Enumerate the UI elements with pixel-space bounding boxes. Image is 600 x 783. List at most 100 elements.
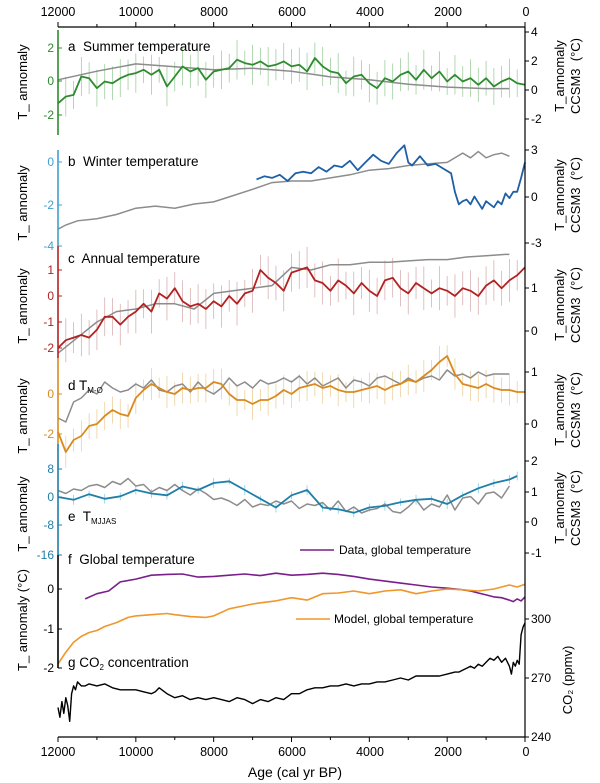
panel-e-right-tick-label: 1 bbox=[531, 485, 538, 499]
panel-e-left-tick-label: 0 bbox=[47, 490, 54, 504]
panel-d-title: d TM-O bbox=[68, 378, 103, 395]
panel-f-data-line bbox=[84, 572, 526, 603]
panel-g-title: g CO2 concentration bbox=[68, 655, 189, 672]
panel-f-left-tick-label: -2 bbox=[43, 661, 54, 675]
panel-c-model-line bbox=[57, 253, 510, 354]
panel-c-right-tick-label: 1 bbox=[531, 281, 538, 295]
panel-a-summer-line bbox=[57, 57, 526, 104]
panel-a-left-axis-title: T_ annomaly bbox=[15, 44, 30, 120]
panel-c-left-tick-label: 1 bbox=[47, 263, 54, 277]
panel-f-left-tick-label: 0 bbox=[47, 582, 54, 596]
panel-e-left-tick-label: -8 bbox=[43, 518, 54, 532]
panel-d-title-sub: M-O bbox=[87, 386, 103, 395]
panel-g-right-tick-label: 270 bbox=[531, 671, 551, 685]
panel-b-left-tick-label: 0 bbox=[47, 155, 54, 169]
bottom-x-tick-label: 2000 bbox=[434, 745, 462, 759]
panel-a-right-axis-title-1: T_annomaly bbox=[552, 40, 567, 112]
panel-c-left-tick-label: 0 bbox=[47, 289, 54, 303]
panel-d-right-axis-title-2: CCSM3 (°C) bbox=[568, 372, 583, 448]
panel-c-right-axis-title-2: CCSM3 (°C) bbox=[568, 267, 583, 343]
series-lines-layer bbox=[57, 57, 526, 722]
panel-titles: a Summer temperature b Winter temperatur… bbox=[68, 39, 211, 672]
panel-b-model-line bbox=[57, 150, 510, 230]
axes-layer: 2 0 -2 4 2 0 -2 0 -2 -4 3 0 -3 1 0 -1 -2 1 0 0 -2 1 0 8 0 -8 -16 2 1… bbox=[37, 22, 551, 744]
panel-a-right-tick-label: -2 bbox=[531, 112, 542, 126]
panel-c-left-tick-label: -2 bbox=[43, 341, 54, 355]
top-x-tick-label: 10000 bbox=[119, 5, 154, 19]
panel-e-title: e TMJJAS bbox=[68, 509, 116, 526]
panel-e-right-axis-title-1: T_annomaly bbox=[552, 472, 567, 544]
panel-g-co2-line bbox=[57, 622, 526, 722]
error-bars-layer bbox=[57, 39, 526, 518]
legend-label-data: Data, global temperature bbox=[339, 543, 471, 557]
panel-e-left-axis-title: T_ annomaly bbox=[15, 476, 30, 552]
panel-b-title: b Winter temperature bbox=[68, 154, 199, 169]
panel-e-right-tick-label: -1 bbox=[531, 546, 542, 560]
panel-b-right-tick-label: -3 bbox=[531, 236, 542, 250]
bottom-x-tick-label: 0 bbox=[523, 745, 530, 759]
bottom-x-tick-label: 8000 bbox=[200, 745, 228, 759]
panel-a-left-tick-label: 2 bbox=[47, 41, 54, 55]
panel-c-left-tick-label: -1 bbox=[43, 315, 54, 329]
left-axis-titles: T_ annomaly T_ annomaly T_ annomaly T_ a… bbox=[15, 44, 30, 671]
top-x-tick-label: 6000 bbox=[278, 5, 306, 19]
panel-b-left-tick-label: -2 bbox=[43, 198, 54, 212]
bottom-x-tick-label: 10000 bbox=[119, 745, 154, 759]
top-x-tick-label: 8000 bbox=[200, 5, 228, 19]
legend-label-model: Model, global temperature bbox=[334, 612, 474, 626]
panel-d-title-main: d T bbox=[68, 378, 87, 393]
panel-a-right-tick-label: 2 bbox=[531, 54, 538, 68]
panel-b-left-tick-label: -4 bbox=[43, 239, 54, 253]
panel-f-left-axis-title: T_ annomaly (°C) bbox=[15, 569, 30, 671]
panel-g-title-main: g CO bbox=[68, 655, 100, 670]
bottom-x-tick-label: 6000 bbox=[278, 745, 306, 759]
panel-c-title: c Annual temperature bbox=[68, 251, 200, 266]
panel-f-title: f Global temperature bbox=[68, 552, 195, 567]
panel-d-left-tick-label: 0 bbox=[47, 387, 54, 401]
panel-d-right-tick-label: 0 bbox=[531, 417, 538, 431]
panel-a-title: a Summer temperature bbox=[68, 39, 211, 54]
panel-f-model-line bbox=[57, 583, 526, 665]
panel-b-right-tick-label: 3 bbox=[531, 143, 538, 157]
panel-b-winter-line bbox=[256, 144, 526, 210]
panel-b-right-axis-title-1: T_annomaly bbox=[552, 159, 567, 231]
panel-b-left-axis-title: T_ annomaly bbox=[15, 165, 30, 241]
right-axis-titles: T_annomaly CCSM3 (°C) T_annomaly CCSM3 (… bbox=[552, 38, 583, 714]
panel-e-right-tick-label: 0 bbox=[531, 515, 538, 529]
panel-d-model-line bbox=[57, 369, 510, 423]
panel-a-right-tick-label: 4 bbox=[531, 25, 538, 39]
top-x-tick-label: 12000 bbox=[41, 5, 76, 19]
panel-c-annual-line bbox=[57, 266, 526, 349]
bottom-x-tick-label: 12000 bbox=[41, 745, 76, 759]
top-x-tick-label: 0 bbox=[523, 5, 530, 19]
panel-a-right-axis-title-2: CCSM3 (°C) bbox=[568, 38, 583, 114]
panel-a-left-tick-label: 0 bbox=[47, 74, 54, 88]
x-axis-title: Age (cal yr BP) bbox=[248, 764, 342, 780]
panel-d-right-tick-label: 1 bbox=[531, 365, 538, 379]
panel-e-model-line bbox=[57, 477, 511, 514]
top-x-tick-label: 4000 bbox=[356, 5, 384, 19]
panel-a-model-line bbox=[57, 63, 510, 90]
panel-e-tmjjas-line bbox=[57, 475, 518, 514]
panel-g-right-tick-label: 300 bbox=[531, 612, 551, 626]
panel-b-right-tick-label: 0 bbox=[531, 190, 538, 204]
panel-g-title-sub: 2 bbox=[100, 663, 105, 672]
panel-b-right-axis-title-2: CCSM3 (°C) bbox=[568, 157, 583, 233]
bottom-x-axis: 12000 10000 8000 6000 4000 2000 0 Age (c… bbox=[41, 745, 530, 780]
panel-e-title-main: e T bbox=[68, 509, 91, 524]
panel-c-left-axis-title: T_ annomaly bbox=[15, 268, 30, 344]
top-x-tick-label: 2000 bbox=[434, 5, 462, 19]
panel-d-right-axis-title-1: T_annomaly bbox=[552, 374, 567, 446]
panel-d-left-axis-title: T_ annomaly bbox=[15, 378, 30, 454]
top-x-axis: 12000 10000 8000 6000 4000 2000 0 bbox=[41, 5, 530, 19]
panel-c-right-axis-title-1: T_annomaly bbox=[552, 269, 567, 341]
panel-g-right-tick-label: 240 bbox=[531, 730, 551, 744]
panel-e-title-sub: MJJAS bbox=[91, 517, 116, 526]
panel-e-left-tick-label: -16 bbox=[37, 548, 55, 562]
panel-d-left-tick-label: -2 bbox=[43, 427, 54, 441]
panel-d-tmo-line bbox=[57, 355, 525, 453]
panel-g-right-axis-title: CO₂ (ppmv) bbox=[560, 646, 575, 715]
panel-e-right-axis-title-2: CCSM3 (°C) bbox=[568, 470, 583, 546]
panel-e-left-tick-label: 8 bbox=[47, 462, 54, 476]
